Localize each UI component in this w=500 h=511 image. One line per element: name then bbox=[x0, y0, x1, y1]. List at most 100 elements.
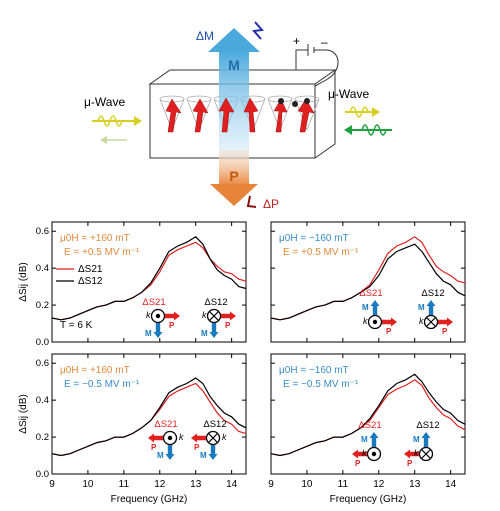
p-vector-label: P bbox=[151, 443, 157, 452]
p-vector-icon bbox=[165, 311, 180, 321]
wave-dot-icon bbox=[155, 313, 161, 319]
s12-icon-label: ΔS12 bbox=[416, 420, 439, 431]
x-axis-label: Frequency (GHz) bbox=[111, 494, 188, 505]
m-vector-label: M bbox=[200, 451, 207, 460]
wave-dot-icon bbox=[167, 435, 173, 441]
chart-panel-bottom-left: 9 10 11 12 13 14 0.0 0.2 0.4 0.6 ΔSij (dB) Frequenc… bbox=[18, 353, 247, 505]
m-vector-icon bbox=[208, 445, 218, 460]
efield-annotation: E = −0.5 MV m⁻¹ bbox=[283, 379, 359, 390]
m-vector-label: M bbox=[157, 451, 164, 460]
p-vector-label: P bbox=[442, 327, 448, 336]
x-tick-label: 10 bbox=[301, 479, 313, 490]
delta-m-arrow-icon bbox=[252, 21, 264, 40]
k-vector-label: k bbox=[419, 316, 424, 326]
delta-p-arrow-icon bbox=[246, 195, 257, 208]
wave-dot-icon bbox=[371, 451, 377, 457]
temperature-annotation: T = 6 K bbox=[60, 320, 93, 331]
field-annotation: μ0H = −160 mT bbox=[279, 365, 349, 376]
s21-icon-label: ΔS21 bbox=[154, 419, 177, 430]
p-arrow: P bbox=[210, 150, 258, 206]
y-axis-label: ΔSij (dB) bbox=[18, 262, 29, 301]
series-line-s12 bbox=[51, 377, 247, 457]
x-tick-label: 14 bbox=[226, 479, 238, 490]
field-annotation: μ0H = +160 mT bbox=[60, 365, 130, 376]
y-tick-label: 0.2 bbox=[36, 432, 49, 443]
series-line-s12 bbox=[51, 236, 247, 321]
p-vector-icon bbox=[148, 433, 163, 443]
p-vector-label: P bbox=[355, 459, 361, 468]
m-vector-label: M bbox=[362, 303, 369, 312]
x-axis-label: Frequency (GHz) bbox=[330, 494, 407, 505]
wave-cross-icon bbox=[208, 433, 218, 443]
m-vector-icon bbox=[370, 300, 380, 315]
y-tick-label: 0.2 bbox=[36, 300, 49, 311]
plot-frame bbox=[51, 353, 247, 475]
m-vector-label: M bbox=[418, 303, 425, 312]
p-label: P bbox=[229, 168, 238, 184]
x-tick-label: 12 bbox=[154, 479, 166, 490]
schematic: M ΔM P ΔP + – bbox=[84, 21, 392, 211]
wave-cross-icon bbox=[209, 311, 219, 321]
field-annotation: μ0H = +160 mT bbox=[60, 233, 130, 244]
series-line-s21 bbox=[270, 379, 466, 457]
p-vector-label: P bbox=[225, 321, 231, 330]
left-wave bbox=[92, 115, 142, 144]
series-line-s12 bbox=[270, 373, 466, 457]
x-tick-label: 9 bbox=[49, 479, 55, 490]
legend-entry: ΔS21 bbox=[78, 264, 103, 275]
m-vector-icon bbox=[426, 300, 436, 315]
y-tick-label: 0.4 bbox=[36, 263, 49, 274]
series-line-s12 bbox=[270, 243, 466, 321]
right-wave bbox=[344, 106, 392, 136]
y-tick-label: 0.6 bbox=[36, 226, 49, 237]
voltage-source bbox=[295, 44, 339, 87]
x-tick-label: 13 bbox=[409, 479, 421, 490]
efield-annotation: E = +0.5 MV m⁻¹ bbox=[283, 247, 359, 258]
x-tick-label: 11 bbox=[119, 479, 130, 490]
p-vector-icon bbox=[438, 317, 453, 327]
p-vector-icon bbox=[404, 449, 419, 459]
m-label: M bbox=[228, 57, 240, 73]
delta-m-label: ΔM bbox=[196, 29, 214, 43]
chart-panel-top-left: 0.0 0.2 0.4 0.6 ΔSij (dB) μ0H = +160 mT E = +0… bbox=[18, 221, 247, 348]
minus-sign: – bbox=[321, 35, 328, 49]
plus-sign: + bbox=[293, 34, 300, 48]
s21-icon-label: ΔS21 bbox=[359, 288, 382, 299]
y-tick-label: 0.0 bbox=[36, 469, 49, 480]
spin-arrows bbox=[165, 97, 315, 133]
x-tick-label: 13 bbox=[190, 479, 202, 490]
delta-p-label: ΔP bbox=[263, 197, 279, 211]
left-microwave-label: μ-Wave bbox=[84, 95, 125, 109]
p-vector-icon bbox=[221, 311, 236, 321]
x-tick-label: 12 bbox=[373, 479, 385, 490]
x-tick-label: 11 bbox=[338, 479, 349, 490]
s12-icon-label: ΔS12 bbox=[204, 297, 227, 308]
m-vector-icon bbox=[153, 323, 163, 338]
right-microwave-label: μ-Wave bbox=[328, 87, 369, 101]
k-vector-label: k bbox=[363, 316, 368, 326]
k-vector-label: k bbox=[222, 432, 227, 442]
wave-cross-icon bbox=[421, 449, 431, 459]
p-vector-label: P bbox=[194, 443, 200, 452]
x-tick-label: 10 bbox=[82, 479, 94, 490]
y-tick-label: 0.0 bbox=[36, 337, 49, 348]
p-vector-icon bbox=[352, 449, 367, 459]
m-vector-icon bbox=[209, 323, 219, 338]
plot-frame bbox=[51, 221, 247, 343]
plot-frame bbox=[270, 221, 466, 343]
y-tick-label: 0.6 bbox=[36, 358, 49, 369]
wave-dot-icon bbox=[372, 319, 378, 325]
m-arrow: M bbox=[208, 28, 260, 160]
s12-icon-label: ΔS12 bbox=[203, 419, 226, 430]
wave-cross-icon bbox=[426, 317, 436, 327]
chart-panel-bottom-right: 9 10 11 12 13 14 Frequency (GHz) μ0H = −160 mT E… bbox=[268, 353, 466, 505]
s12-icon-label: ΔS12 bbox=[421, 288, 444, 299]
p-vector-label: P bbox=[407, 459, 413, 468]
m-vector-label: M bbox=[361, 435, 368, 444]
s21-icon-label: ΔS21 bbox=[142, 297, 165, 308]
field-annotation: μ0H = −160 mT bbox=[279, 233, 349, 244]
k-vector-label: k bbox=[362, 448, 367, 458]
efield-annotation: E = +0.5 MV m⁻¹ bbox=[64, 247, 140, 258]
